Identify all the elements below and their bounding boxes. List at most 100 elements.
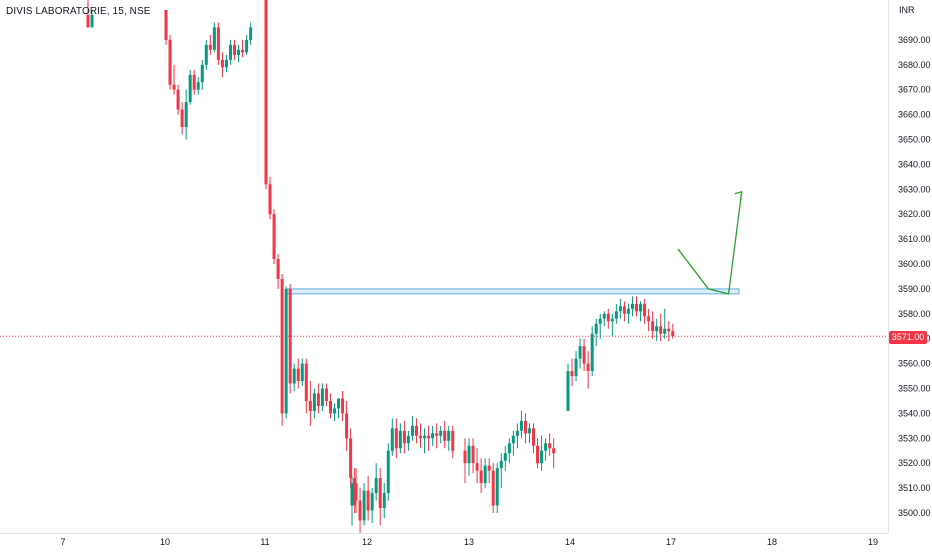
candle-body[interactable]	[618, 306, 622, 312]
candle-body[interactable]	[487, 465, 491, 471]
candle-body[interactable]	[349, 438, 353, 479]
candle-body[interactable]	[643, 303, 647, 317]
candle-body[interactable]	[312, 393, 316, 411]
candle-body[interactable]	[663, 328, 667, 334]
candle-body[interactable]	[511, 435, 515, 444]
candle-body[interactable]	[354, 483, 358, 501]
candle-body[interactable]	[467, 445, 471, 464]
candle-body[interactable]	[374, 478, 378, 494]
candle-body[interactable]	[192, 74, 196, 90]
candle-body[interactable]	[358, 500, 362, 521]
candle-body[interactable]	[574, 358, 578, 377]
candle-body[interactable]	[390, 428, 394, 451]
candle-body[interactable]	[237, 49, 241, 55]
candle-body[interactable]	[463, 450, 467, 464]
candle-body[interactable]	[204, 44, 208, 65]
candle-body[interactable]	[386, 450, 390, 494]
candle-body[interactable]	[527, 428, 531, 434]
candle-body[interactable]	[362, 490, 366, 521]
candle-body[interactable]	[586, 363, 590, 372]
candle-body[interactable]	[614, 311, 618, 319]
candle-body[interactable]	[552, 448, 556, 454]
candle-body[interactable]	[324, 388, 328, 401]
candle-body[interactable]	[212, 27, 216, 50]
candle-body[interactable]	[590, 333, 594, 372]
candle-body[interactable]	[196, 82, 200, 90]
candle-body[interactable]	[602, 313, 606, 319]
candle-body[interactable]	[233, 44, 237, 55]
candle-body[interactable]	[582, 346, 586, 364]
candle-body[interactable]	[292, 368, 296, 384]
candle-body[interactable]	[414, 425, 418, 436]
candle-body[interactable]	[184, 102, 188, 128]
candle-body[interactable]	[495, 468, 499, 506]
candle-body[interactable]	[337, 398, 341, 409]
candle-body[interactable]	[523, 420, 527, 434]
candle-body[interactable]	[515, 430, 519, 436]
candle-body[interactable]	[630, 303, 634, 309]
candle-body[interactable]	[423, 435, 427, 439]
candle-body[interactable]	[288, 288, 292, 384]
candle-body[interactable]	[410, 425, 414, 436]
candle-body[interactable]	[439, 430, 443, 436]
projection-arrow[interactable]	[677, 191, 743, 295]
candle-body[interactable]	[507, 443, 511, 454]
candle-body[interactable]	[639, 303, 643, 312]
candle-body[interactable]	[370, 493, 374, 511]
candle-body[interactable]	[328, 400, 332, 414]
candle-body[interactable]	[320, 388, 324, 406]
candle-body[interactable]	[168, 39, 172, 85]
candle-body[interactable]	[272, 214, 276, 260]
candle-body[interactable]	[200, 64, 204, 83]
candle-body[interactable]	[86, 15, 90, 28]
candle-body[interactable]	[224, 59, 228, 68]
candle-body[interactable]	[394, 428, 398, 449]
candle-body[interactable]	[284, 288, 288, 414]
candle-body[interactable]	[451, 430, 455, 451]
candle-body[interactable]	[341, 398, 345, 414]
candle-body[interactable]	[503, 453, 507, 461]
candle-body[interactable]	[578, 346, 582, 359]
candle-body[interactable]	[188, 74, 192, 103]
candle-body[interactable]	[308, 400, 312, 411]
candle-body[interactable]	[544, 443, 548, 451]
candle-body[interactable]	[479, 470, 483, 484]
candle-body[interactable]	[667, 328, 671, 332]
candle-body[interactable]	[598, 318, 602, 324]
candle-body[interactable]	[382, 493, 386, 509]
candle-body[interactable]	[406, 435, 410, 444]
candle-body[interactable]	[443, 430, 447, 441]
candle-body[interactable]	[276, 259, 280, 279]
candle-body[interactable]	[471, 445, 475, 464]
candle-body[interactable]	[172, 84, 176, 90]
candle-body[interactable]	[606, 313, 610, 322]
candle-body[interactable]	[398, 430, 402, 449]
candle-body[interactable]	[427, 435, 431, 439]
candle-body[interactable]	[350, 483, 354, 506]
candle-body[interactable]	[475, 463, 479, 471]
candle-body[interactable]	[264, 0, 268, 185]
candle-body[interactable]	[594, 323, 598, 334]
candle-body[interactable]	[536, 445, 540, 464]
candle-body[interactable]	[566, 371, 570, 411]
candle-body[interactable]	[532, 428, 536, 446]
candle-body[interactable]	[216, 27, 220, 60]
candle-body[interactable]	[220, 59, 224, 68]
candle-body[interactable]	[491, 470, 495, 506]
candle-body[interactable]	[499, 460, 503, 469]
candle-body[interactable]	[402, 430, 406, 444]
candle-body[interactable]	[431, 433, 435, 439]
candle-body[interactable]	[540, 450, 544, 464]
candle-body[interactable]	[164, 10, 168, 40]
candle-body[interactable]	[176, 89, 180, 110]
candle-body[interactable]	[333, 408, 337, 414]
candle-body[interactable]	[208, 44, 212, 50]
candle-body[interactable]	[671, 331, 675, 337]
candle-body[interactable]	[635, 303, 639, 312]
candle-body[interactable]	[622, 306, 626, 314]
candle-body[interactable]	[249, 27, 253, 40]
candle-body[interactable]	[419, 435, 423, 439]
candle-body[interactable]	[651, 321, 655, 332]
candle-body[interactable]	[241, 49, 245, 53]
